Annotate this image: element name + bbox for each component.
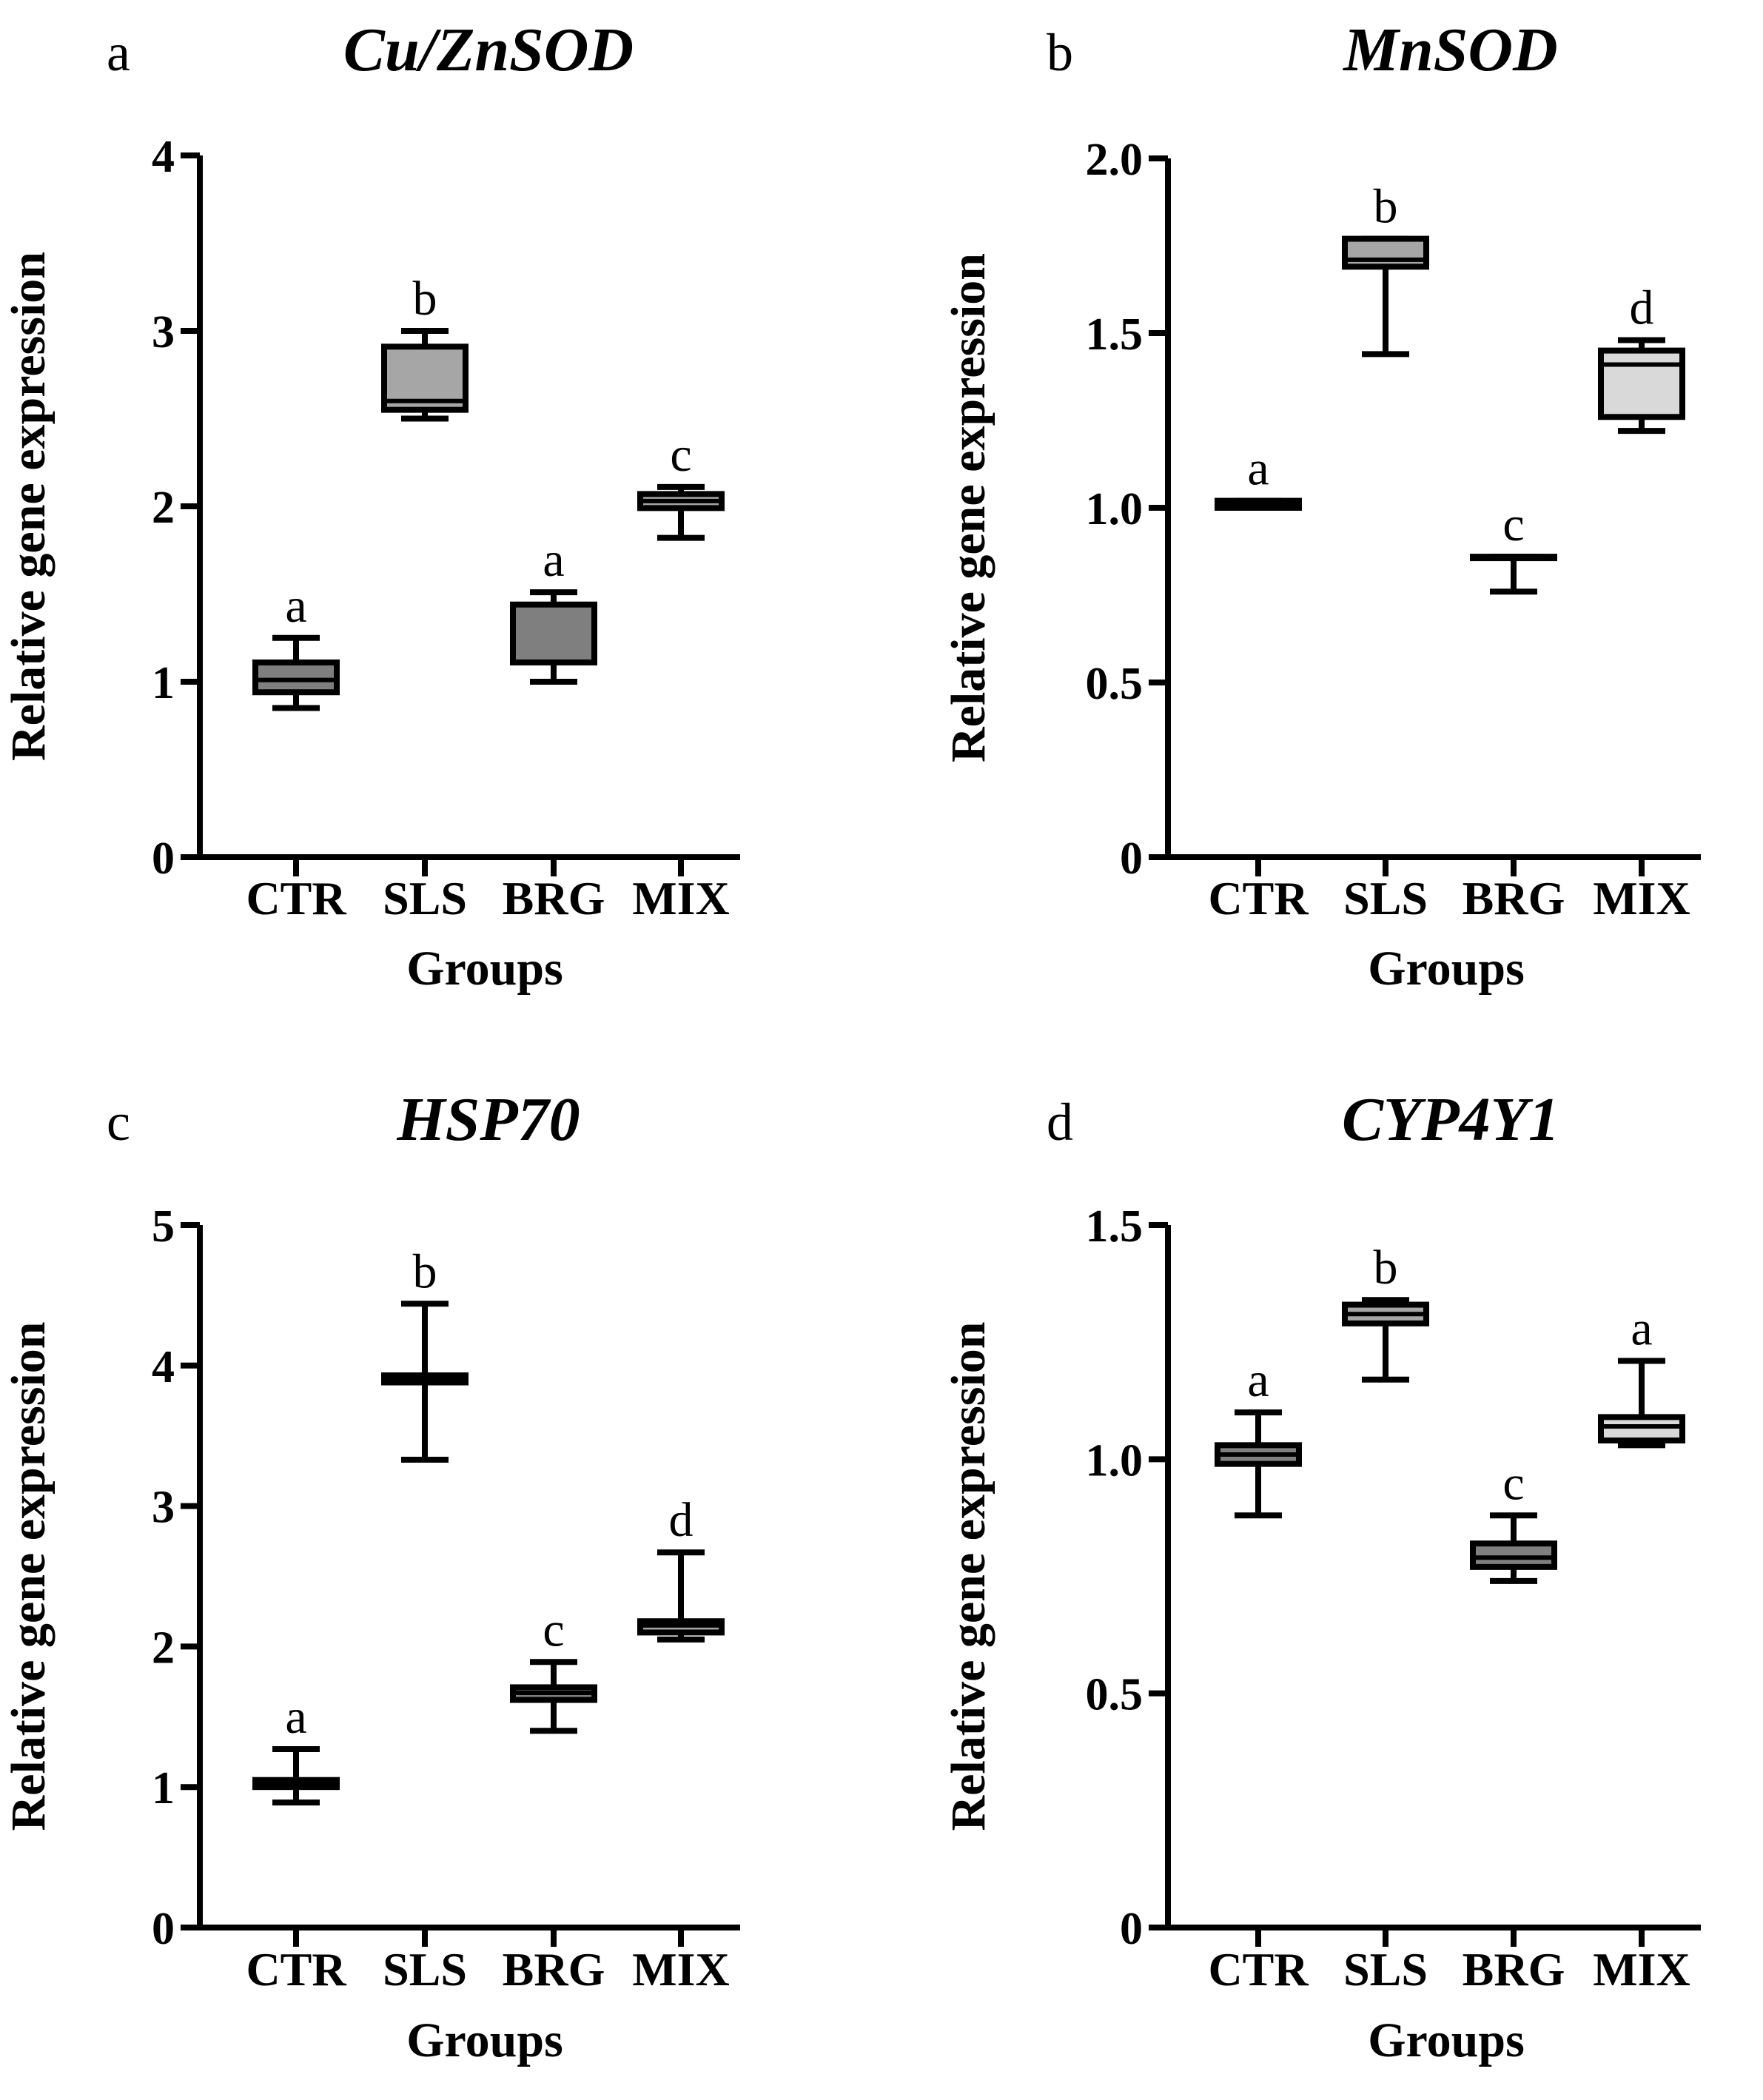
y-tick-label: 0 xyxy=(1120,1904,1143,1954)
y-tick-label: 1.0 xyxy=(1086,484,1144,534)
x-tick-label-mix: MIX xyxy=(1593,872,1690,925)
x-tick-label-sls: SLS xyxy=(383,872,467,925)
y-tick-label: 4 xyxy=(152,1342,175,1392)
box-brg: c xyxy=(1470,1456,1557,1584)
box-sls: b xyxy=(381,1244,469,1463)
box-ctr: a xyxy=(252,1690,340,1806)
significance-letter: c xyxy=(1502,1456,1524,1510)
box-ctr: a xyxy=(1215,1353,1302,1519)
box-mix: d xyxy=(1598,281,1685,435)
box-brg: c xyxy=(510,1603,597,1734)
box-iqr xyxy=(1598,347,1685,420)
box-iqr xyxy=(510,601,597,665)
panel-letter: a xyxy=(107,23,130,82)
y-tick-label: 0.5 xyxy=(1086,659,1144,709)
box-sls: b xyxy=(381,272,469,422)
significance-letter: b xyxy=(413,1244,437,1298)
panel-a: a Cu/ZnSOD 0 1 2 3 4 CTR SLS BRG MIX Groups Relative… xyxy=(1,16,740,996)
y-tick-label: 2.0 xyxy=(1086,135,1144,185)
box-sls: b xyxy=(1342,1241,1429,1383)
x-tick-label-ctr: CTR xyxy=(246,872,346,925)
box-iqr xyxy=(1598,1414,1685,1444)
x-tick-label-ctr: CTR xyxy=(1208,872,1309,925)
box-brg: a xyxy=(510,533,597,685)
y-axis-label: Relative gene expression xyxy=(1,1321,56,1831)
x-tick-label-brg: BRG xyxy=(1463,872,1565,925)
y-tick-label: 1.0 xyxy=(1086,1435,1144,1486)
x-tick-label-sls: SLS xyxy=(1343,872,1428,925)
y-tick-label: 2 xyxy=(152,1623,175,1673)
chart-title: CYP4Y1 xyxy=(1342,1085,1559,1154)
x-tick-label-ctr: CTR xyxy=(246,1943,346,1996)
panel-d: d CYP4Y1 0 0.5 1.0 1.5 CTR SLS BRG MIX Groups Relat… xyxy=(941,1085,1701,2067)
y-tick-label: 3 xyxy=(152,1483,175,1533)
y-tick-label: 1 xyxy=(152,658,175,708)
significance-letter: a xyxy=(1247,442,1269,496)
box-mix: d xyxy=(637,1493,725,1643)
panel-b: b MnSOD 0 0.5 1.0 1.5 2.0 CTR SLS BRG MIX Groups Rel… xyxy=(941,16,1701,996)
y-tick-label: 4 xyxy=(152,132,175,182)
significance-letter: a xyxy=(1247,1353,1269,1407)
y-tick-label: 1.5 xyxy=(1086,1201,1144,1252)
x-tick-label-brg: BRG xyxy=(503,872,605,925)
panel-c: c HSP70 0 1 2 3 4 5 CTR SLS BRG MIX Groups Relative g… xyxy=(1,1085,740,2067)
y-axis-label: Relative gene expression xyxy=(941,1321,995,1831)
significance-letter: b xyxy=(413,272,437,326)
box-iqr xyxy=(252,659,340,696)
x-tick-label-mix: MIX xyxy=(1593,1943,1690,1996)
box-iqr xyxy=(1470,1540,1557,1570)
y-tick-label: 0 xyxy=(152,833,175,884)
panel-letter: c xyxy=(107,1093,130,1152)
x-tick-label-sls: SLS xyxy=(1343,1943,1428,1996)
significance-letter: d xyxy=(669,1493,694,1547)
y-tick-label: 3 xyxy=(152,307,175,358)
chart-title: MnSOD xyxy=(1342,16,1557,84)
box-ctr: a xyxy=(1215,442,1302,511)
x-axis-label: Groups xyxy=(406,2013,563,2067)
box-iqr xyxy=(1342,235,1429,270)
significance-letter: a xyxy=(285,579,306,633)
significance-letter: d xyxy=(1630,281,1654,335)
significance-letter: c xyxy=(670,428,691,482)
y-tick-label: 5 xyxy=(152,1201,175,1252)
box-ctr: a xyxy=(252,579,340,711)
significance-letter: b xyxy=(1374,180,1398,234)
y-tick-label: 0 xyxy=(152,1904,175,1954)
box-sls: b xyxy=(1342,180,1429,358)
x-axis-label: Groups xyxy=(1368,2013,1525,2067)
x-tick-label-ctr: CTR xyxy=(1208,1943,1309,1996)
y-axis-label: Relative gene expression xyxy=(941,253,995,762)
y-tick-label: 0.5 xyxy=(1086,1670,1144,1720)
x-tick-label-sls: SLS xyxy=(383,1943,467,1996)
panel-letter: b xyxy=(1047,23,1073,82)
x-axis-label: Groups xyxy=(406,942,563,996)
x-tick-label-mix: MIX xyxy=(632,872,730,925)
box-brg: c xyxy=(1470,497,1557,595)
significance-letter: a xyxy=(285,1690,306,1744)
x-tick-label-brg: BRG xyxy=(503,1943,605,1996)
x-axis-label: Groups xyxy=(1368,942,1525,996)
y-tick-label: 1.5 xyxy=(1086,309,1144,360)
panel-letter: d xyxy=(1047,1093,1073,1152)
significance-letter: a xyxy=(543,533,564,587)
y-axis-label: Relative gene expression xyxy=(1,252,56,761)
significance-letter: c xyxy=(1502,497,1524,551)
box-mix: a xyxy=(1598,1301,1685,1449)
significance-letter: a xyxy=(1631,1301,1652,1355)
y-tick-label: 2 xyxy=(152,483,175,533)
significance-letter: b xyxy=(1374,1241,1398,1295)
y-tick-label: 1 xyxy=(152,1763,175,1814)
chart-title: Cu/ZnSOD xyxy=(343,16,634,84)
y-tick-label: 0 xyxy=(1120,833,1143,884)
chart-title: HSP70 xyxy=(396,1085,580,1154)
x-tick-label-brg: BRG xyxy=(1463,1943,1565,1996)
box-mix: c xyxy=(637,428,725,541)
significance-letter: c xyxy=(543,1603,564,1657)
x-tick-label-mix: MIX xyxy=(632,1943,730,1996)
